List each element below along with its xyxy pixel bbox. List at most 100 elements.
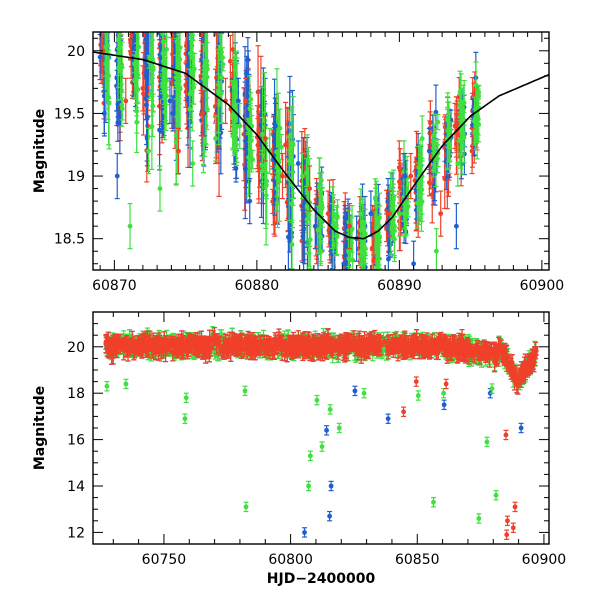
- top-point-green-marker: [216, 91, 221, 96]
- top-point-blue: [131, 0, 136, 24]
- top-point-green-marker: [232, 103, 237, 108]
- top-point-blue-marker: [117, 11, 122, 16]
- top-point-green-marker: [402, 169, 407, 174]
- top-point-red-marker: [114, 13, 119, 18]
- top-point-green-marker: [305, 171, 310, 176]
- top-point-blue-marker: [116, 21, 121, 26]
- top-point-green-marker: [416, 165, 421, 170]
- top-point-green-marker: [204, 17, 209, 22]
- top-point-green-marker: [103, 1, 108, 6]
- top-point-green-marker: [264, 193, 269, 198]
- top-point-blue-marker: [172, 22, 177, 27]
- top-point-green-marker: [135, 17, 140, 22]
- top-point-green-marker: [431, 133, 436, 138]
- top-point-red: [114, 1, 119, 31]
- top-point-green-marker: [163, 87, 168, 92]
- top-point-green-marker: [177, 57, 182, 62]
- top-point-green-marker: [187, 107, 192, 112]
- top-point-blue-marker: [301, 227, 306, 232]
- top-point-green: [165, 0, 170, 31]
- top-point-red-marker: [117, 8, 122, 13]
- top-point-red-marker: [128, 15, 133, 20]
- top-point-green-marker: [377, 239, 382, 244]
- top-point-green-marker: [220, 55, 225, 60]
- top-point-green-marker: [107, 101, 112, 106]
- top-point-green: [134, 111, 139, 133]
- top-point-blue-marker: [301, 160, 306, 165]
- top-point-blue-marker: [158, 5, 163, 10]
- top-point-blue-marker: [105, 15, 110, 20]
- top-point-green-marker: [117, 45, 122, 50]
- top-point-red-marker: [143, 20, 148, 25]
- top-point-green-marker: [165, 8, 170, 13]
- top-point-green-marker: [331, 243, 336, 248]
- top-point-green-marker: [103, 1, 108, 6]
- top-point-green-marker: [134, 120, 139, 125]
- top-point-green-marker: [134, 70, 139, 75]
- top-point-green-marker: [219, 75, 224, 80]
- top-point-blue: [145, 0, 150, 24]
- top-point-green-marker: [105, 13, 110, 18]
- top-point-green-marker: [189, 15, 194, 20]
- top-point-red-marker: [98, 27, 103, 32]
- top-point-green-marker: [248, 97, 253, 102]
- top-point-green-marker: [335, 234, 340, 239]
- top-point-red: [117, 0, 122, 26]
- top-point-blue-marker: [131, 1, 136, 6]
- top-point-green-marker: [150, 64, 155, 69]
- top-point-red-marker: [103, 25, 108, 30]
- top-point-green-marker: [358, 212, 363, 217]
- top-point-green-marker: [119, 103, 124, 108]
- top-point-green-marker: [391, 198, 396, 203]
- top-point-red-marker: [129, 0, 134, 3]
- top-point-green-marker: [262, 118, 267, 123]
- top-point-blue: [158, 0, 163, 17]
- top-point-green-marker: [135, 87, 140, 92]
- top-point-green: [103, 0, 108, 10]
- top-point-red-marker: [102, 17, 107, 22]
- top-point-green-marker: [105, 23, 110, 28]
- top-point-green-marker: [318, 240, 323, 245]
- top-point-blue-marker: [145, 2, 150, 7]
- top-point-red-marker: [129, 26, 134, 31]
- top-point-blue-marker: [386, 257, 391, 262]
- top-point-red-marker: [101, 26, 106, 31]
- top-point-red: [129, 0, 134, 8]
- top-point-green-marker: [290, 242, 295, 247]
- top-point-red-marker: [101, 23, 106, 28]
- top-point-red-marker: [117, 15, 122, 20]
- top-point-green-marker: [308, 237, 313, 242]
- top-point-red-marker: [427, 180, 432, 185]
- top-point-blue-marker: [144, 37, 149, 42]
- top-point-green-marker: [162, 76, 167, 81]
- top-point-green-marker: [188, 51, 193, 56]
- top-point-blue: [105, 10, 110, 23]
- top-point-red: [188, 13, 193, 34]
- top-point-green-marker: [431, 168, 436, 173]
- top-point-green-marker: [320, 205, 325, 210]
- top-point-green-marker: [431, 146, 436, 151]
- top-point-red: [119, 0, 124, 25]
- top-point-green-marker: [415, 201, 420, 206]
- top-point-red-marker: [128, 25, 133, 30]
- top-point-red: [102, 5, 107, 34]
- top-point-red-marker: [130, 13, 135, 18]
- top-point-green: [119, 9, 124, 30]
- top-point-green-marker: [202, 64, 207, 69]
- top-point-green-marker: [117, 23, 122, 28]
- top-point-green-marker: [119, 17, 124, 22]
- top-point-green-marker: [175, 39, 180, 44]
- top-point-red-marker: [188, 21, 193, 26]
- top-point-green-marker: [289, 142, 294, 147]
- top-point-red-marker: [397, 179, 402, 184]
- top-point-blue-marker: [243, 166, 248, 171]
- top-data-layer: [93, 0, 549, 296]
- top-point-blue-marker: [103, 25, 108, 30]
- top-point-green-marker: [191, 85, 196, 90]
- top-point-blue-marker: [134, 5, 139, 10]
- top-point-blue-marker: [173, 15, 178, 20]
- top-point-green: [103, 0, 108, 18]
